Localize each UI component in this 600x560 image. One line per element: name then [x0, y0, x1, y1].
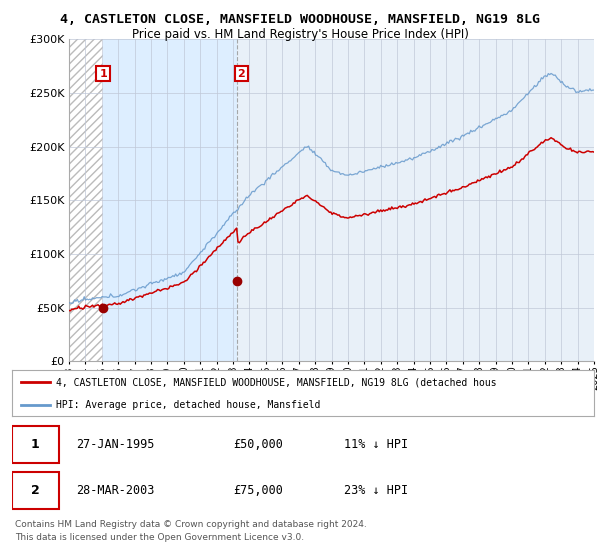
Text: 27-JAN-1995: 27-JAN-1995: [76, 437, 154, 451]
Text: £75,000: £75,000: [233, 484, 283, 497]
Text: £50,000: £50,000: [233, 437, 283, 451]
Bar: [69, 39, 103, 361]
Text: 2: 2: [31, 484, 40, 497]
Text: 28-MAR-2003: 28-MAR-2003: [76, 484, 154, 497]
Text: Price paid vs. HM Land Registry's House Price Index (HPI): Price paid vs. HM Land Registry's House …: [131, 28, 469, 41]
Text: 1: 1: [31, 437, 40, 451]
Text: 23% ↓ HPI: 23% ↓ HPI: [344, 484, 408, 497]
Bar: [237, 39, 594, 361]
Text: Contains HM Land Registry data © Crown copyright and database right 2024.
This d: Contains HM Land Registry data © Crown c…: [15, 520, 367, 542]
Text: HPI: Average price, detached house, Mansfield: HPI: Average price, detached house, Mans…: [56, 400, 320, 410]
Text: 11% ↓ HPI: 11% ↓ HPI: [344, 437, 408, 451]
Bar: [103, 39, 237, 361]
Text: 4, CASTLETON CLOSE, MANSFIELD WOODHOUSE, MANSFIELD, NG19 8LG (detached hous: 4, CASTLETON CLOSE, MANSFIELD WOODHOUSE,…: [56, 377, 496, 388]
Text: 4, CASTLETON CLOSE, MANSFIELD WOODHOUSE, MANSFIELD, NG19 8LG: 4, CASTLETON CLOSE, MANSFIELD WOODHOUSE,…: [60, 13, 540, 26]
Text: 1: 1: [99, 68, 107, 78]
Text: 2: 2: [238, 68, 245, 78]
